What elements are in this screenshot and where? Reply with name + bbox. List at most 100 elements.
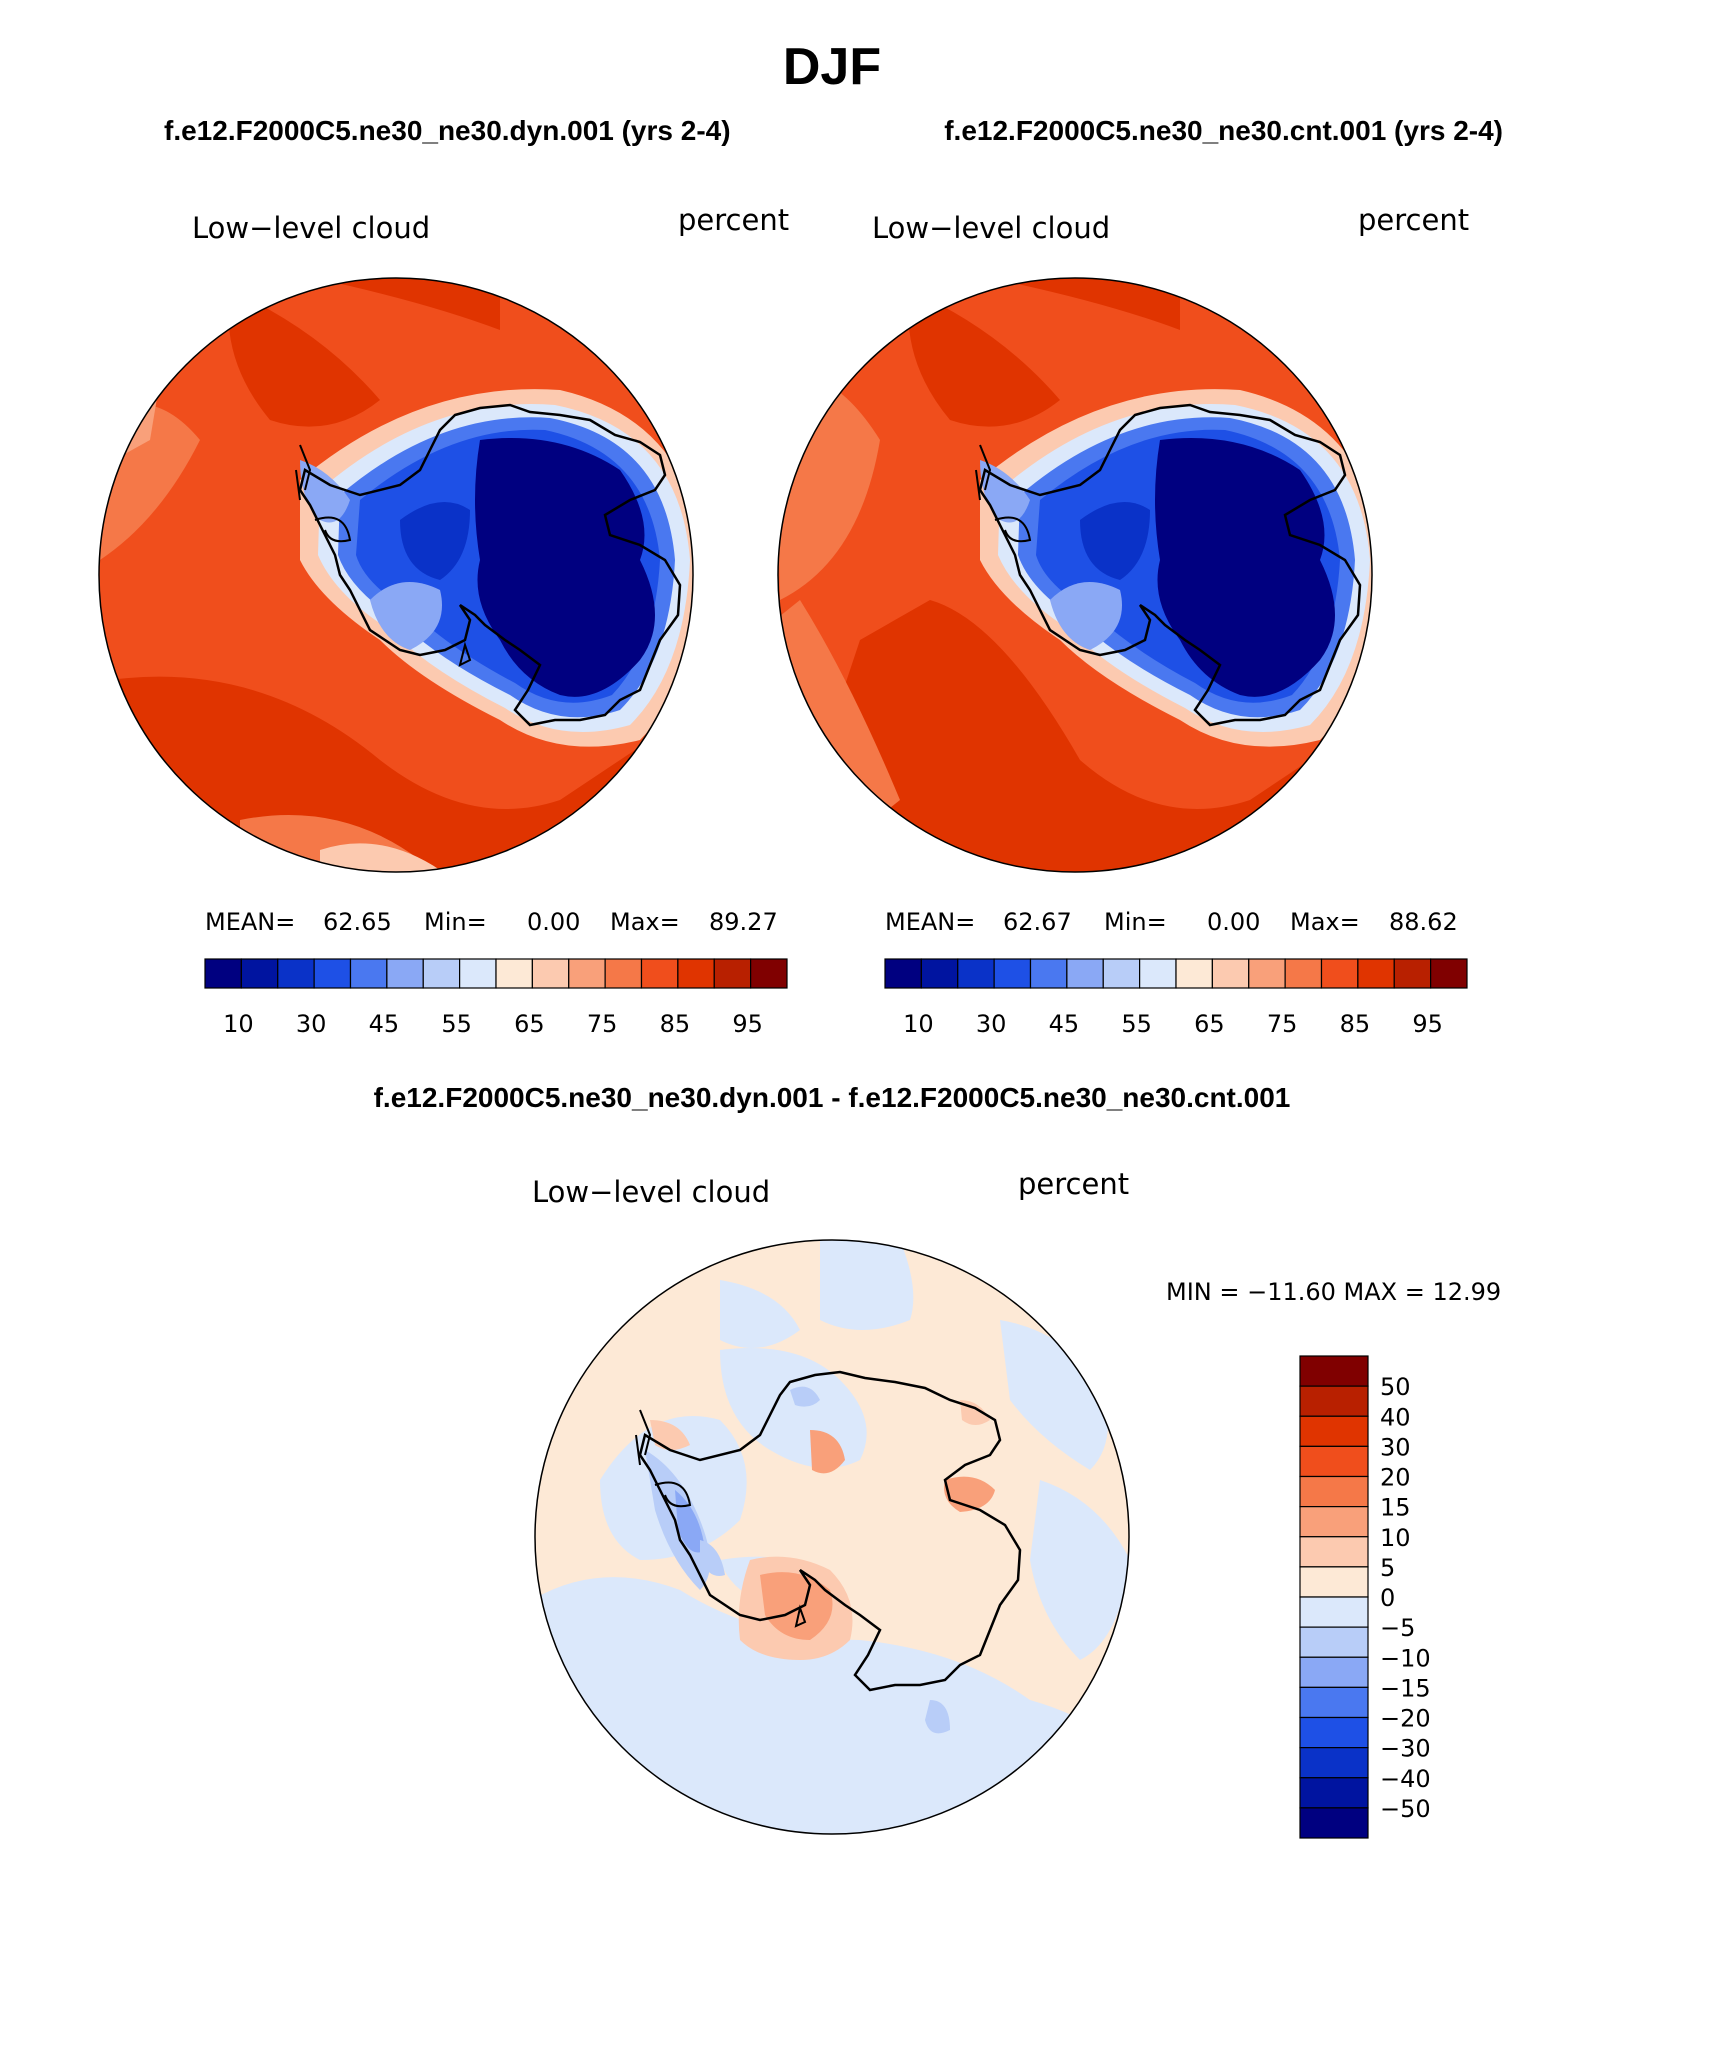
panel-dyn-colorbar-swatch [750, 958, 788, 989]
panel-diff-colorbar-tick-label: 15 [1380, 1494, 1411, 1522]
panel-diff-units: percent [1018, 1167, 1129, 1201]
panel-cnt-colorbar: 10 30 45 55 65 75 85 95 [884, 958, 1468, 1038]
panel-diff-map [535, 1240, 1129, 1834]
panel-diff-colorbar-tick-label: 50 [1380, 1373, 1411, 1401]
panel-diff-colorbar-swatch [1299, 1656, 1369, 1688]
panel-diff-colorbar-tick-label: −20 [1380, 1705, 1431, 1733]
panel-cnt-colorbar-swatch [1139, 958, 1177, 989]
panel-diff-colorbar-swatch [1299, 1807, 1369, 1839]
panel-dyn-colorbar-swatch [240, 958, 279, 989]
panel-cnt-colorbar-swatch [1102, 958, 1141, 989]
panel-dyn-colorbar-tick-label: 65 [514, 1010, 545, 1038]
panel-cnt-min-value: 0.00 [1207, 908, 1260, 936]
panel-cnt-colorbar-swatch [884, 958, 922, 989]
panel-cnt-colorbar-tick-label: 85 [1340, 1010, 1371, 1038]
panel-diff-colorbar-tick-label: −15 [1380, 1674, 1431, 1702]
panel-cnt-colorbar-tick-label: 65 [1194, 1010, 1225, 1038]
panel-dyn-colorbar: 10 30 45 55 65 75 85 95 [204, 958, 788, 1038]
panel-diff-colorbar-swatch [1299, 1475, 1369, 1508]
panel-cnt-colorbar-swatch [1029, 958, 1068, 989]
panel-dyn-units: percent [678, 203, 789, 237]
panel-dyn-colorbar-swatch [531, 958, 570, 989]
panel-cnt-units: percent [1358, 203, 1469, 237]
panel-diff-colorbar-swatch [1299, 1536, 1369, 1568]
panel-diff-colorbar-swatch [1299, 1716, 1369, 1749]
panel-dyn-colorbar-tick-label: 75 [587, 1010, 618, 1038]
panel-dyn-min-value: 0.00 [527, 908, 580, 936]
panel-dyn-colorbar-swatch [204, 958, 242, 989]
panel-cnt-mean-value: 62.67 [1003, 908, 1072, 936]
panel-cnt-colorbar-tick-label: 55 [1121, 1010, 1152, 1038]
panel-dyn-colorbar-tick-label: 55 [441, 1010, 472, 1038]
panel-diff-colorbar-swatch [1299, 1445, 1369, 1478]
subtitle-left: f.e12.F2000C5.ne30_ne30.dyn.001 (yrs 2-4… [164, 115, 731, 146]
figure-title: DJF [783, 38, 881, 96]
panel-diff-colorbar-tick-label: 40 [1380, 1403, 1411, 1431]
panel-dyn-colorbar-swatch [386, 958, 424, 989]
panel-dyn-colorbar-swatch [713, 958, 752, 989]
panel-dyn-colorbar-swatch [277, 958, 315, 989]
panel-diff-colorbar-tick-label: 30 [1380, 1433, 1411, 1461]
panel-diff-colorbar-swatch [1299, 1385, 1369, 1417]
panel-diff-colorbar-swatch [1299, 1596, 1369, 1628]
panel-cnt-mean-label: MEAN= [885, 908, 975, 936]
panel-cnt-colorbar-tick-label: 45 [1049, 1010, 1080, 1038]
panel-cnt-colorbar-swatch [993, 958, 1032, 989]
panel-cnt-colorbar-swatch [1284, 958, 1323, 989]
panel-diff-colorbar-swatch [1299, 1506, 1369, 1538]
panel-diff: Low−level cloud percent MIN = −11.60 MAX… [532, 1167, 1501, 1839]
panel-diff-colorbar-swatch [1299, 1686, 1369, 1719]
panel-cnt-colorbar-tick-label: 10 [903, 1010, 934, 1038]
panel-diff-colorbar-tick-label: −5 [1380, 1614, 1415, 1642]
panel-cnt-map [778, 278, 1372, 872]
panel-dyn-stats: MEAN= 62.65 Min= 0.00 Max= 89.27 [205, 908, 778, 936]
panel-cnt-colorbar-swatch [957, 958, 995, 989]
panel-dyn-variable: Low−level cloud [192, 211, 430, 245]
panel-diff-variable: Low−level cloud [532, 1175, 770, 1209]
panel-diff-colorbar-tick-label: −10 [1380, 1644, 1431, 1672]
panel-dyn-mean-label: MEAN= [205, 908, 295, 936]
panel-cnt-colorbar-tick-label: 95 [1412, 1010, 1443, 1038]
panel-cnt-max-value: 88.62 [1389, 908, 1458, 936]
panel-dyn-colorbar-swatch [677, 958, 715, 989]
panel-diff-minmax: MIN = −11.60 MAX = 12.99 [1166, 1278, 1501, 1306]
panel-dyn-colorbar-swatch [495, 958, 533, 989]
panel-diff-colorbar-tick-label: 0 [1380, 1584, 1395, 1612]
panel-diff-colorbar-tick-label: 5 [1380, 1554, 1395, 1582]
panel-dyn-colorbar-swatch [459, 958, 497, 989]
panel-cnt-colorbar-swatch [1393, 958, 1432, 989]
panel-diff-colorbar-tick-label: −30 [1380, 1735, 1431, 1763]
panel-cnt-colorbar-tick-label: 30 [976, 1010, 1007, 1038]
panel-dyn-min-label: Min= [424, 908, 487, 936]
panel-cnt-colorbar-swatch [1430, 958, 1468, 989]
panel-diff-colorbar-swatch [1299, 1355, 1369, 1387]
panel-dyn-colorbar-swatch [349, 958, 388, 989]
panel-dyn: Low−level cloud percent [98, 203, 789, 1038]
panel-dyn-colorbar-tick-label: 95 [732, 1010, 763, 1038]
panel-diff-colorbar-tick-label: 10 [1380, 1524, 1411, 1552]
panel-cnt-colorbar-swatch [1320, 958, 1359, 989]
panel-cnt-max-label: Max= [1290, 908, 1360, 936]
panel-diff-colorbar-swatch [1299, 1566, 1369, 1598]
panel-diff-colorbar-tick-label: 20 [1380, 1464, 1411, 1492]
panel-dyn-colorbar-swatch [640, 958, 679, 989]
panel-cnt-min-label: Min= [1104, 908, 1167, 936]
panel-cnt-colorbar-swatch [1211, 958, 1250, 989]
panel-dyn-colorbar-swatch [604, 958, 643, 989]
panel-dyn-colorbar-tick-label: 30 [296, 1010, 327, 1038]
panel-dyn-colorbar-swatch [568, 958, 606, 989]
panel-dyn-map [99, 278, 693, 872]
panel-dyn-max-label: Max= [610, 908, 680, 936]
panel-cnt-colorbar-swatch [1248, 958, 1286, 989]
panel-cnt-colorbar-swatch [1357, 958, 1395, 989]
panel-dyn-colorbar-tick-label: 85 [660, 1010, 691, 1038]
difference-title: f.e12.F2000C5.ne30_ne30.dyn.001 - f.e12.… [374, 1082, 1291, 1113]
subtitle-right: f.e12.F2000C5.ne30_ne30.cnt.001 (yrs 2-4… [944, 115, 1503, 146]
panel-dyn-colorbar-swatch [313, 958, 352, 989]
panel-cnt: Low−level cloud percent MEAN [777, 203, 1469, 1038]
panel-diff-colorbar-tick-label: −40 [1380, 1765, 1431, 1793]
panel-diff-colorbar-tick-label: −50 [1380, 1795, 1431, 1823]
panel-cnt-colorbar-swatch [1175, 958, 1213, 989]
